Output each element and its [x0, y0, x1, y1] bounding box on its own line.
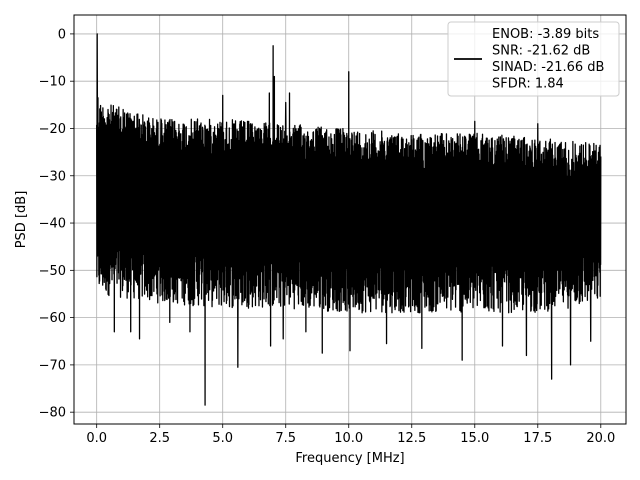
y-tick-label: −40: [39, 217, 66, 232]
x-tick-label: 17.5: [523, 431, 552, 446]
legend-snr-text: SNR: -21.62 dB: [492, 44, 590, 59]
axis-ticks: 0.0 2.5 5.0 7.5 10.0 12.5 15.0 17.5 20.0 0 −10 −20 −…: [39, 27, 616, 446]
x-tick-label: 15.0: [460, 431, 489, 446]
y-tick-label: −10: [39, 75, 66, 90]
x-tick-label: 20.0: [586, 431, 615, 446]
plot-frame: [73, 14, 627, 425]
psd-series: [96, 33, 602, 406]
y-tick-label: 0: [58, 27, 66, 42]
x-tick-label: 5.0: [212, 431, 233, 446]
y-tick-label: −20: [39, 122, 66, 137]
legend: ENOB: -3.89 bits SNR: -21.62 dB SINAD: -…: [447, 21, 620, 97]
y-tick-label: −80: [39, 406, 66, 421]
x-tick-label: 7.5: [275, 431, 296, 446]
y-tick-label: −50: [39, 264, 66, 279]
y-tick-label: −60: [39, 311, 66, 326]
legend-sfdr-text: SFDR: 1.84: [492, 77, 564, 92]
psd-line: [96, 33, 602, 406]
legend-box: [447, 21, 620, 97]
x-tick-label: 2.5: [149, 431, 170, 446]
legend-sinad-text: SINAD: -21.66 dB: [492, 60, 604, 75]
y-axis-label: PSD [dB]: [14, 191, 29, 249]
x-tick-label: 10.0: [334, 431, 363, 446]
x-tick-label: 12.5: [397, 431, 426, 446]
legend-enob-text: ENOB: -3.89 bits: [492, 27, 599, 42]
y-tick-label: −30: [39, 169, 66, 184]
x-axis-label: Frequency [MHz]: [295, 451, 404, 466]
x-tick-label: 0.0: [86, 431, 107, 446]
y-tick-label: −70: [39, 358, 66, 373]
